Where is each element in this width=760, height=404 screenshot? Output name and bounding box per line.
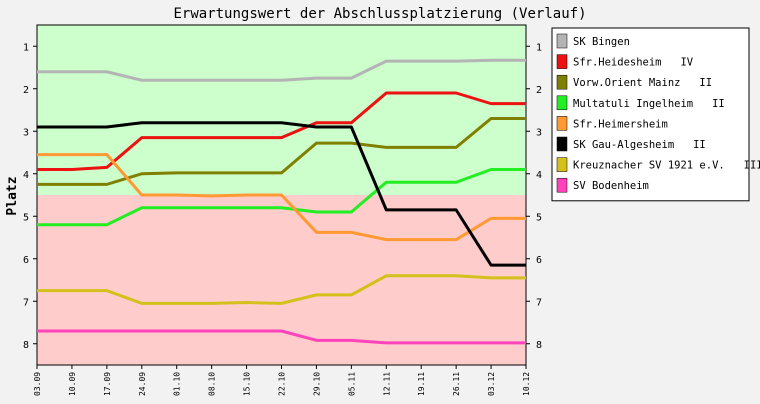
series-line-1: [37, 91, 526, 171]
x-tick-label: 03.12: [487, 372, 496, 396]
legend: SK Bingen Sfr.Heidesheim IV Vorw.Orient Ma…: [551, 27, 760, 202]
legend-label: Vorw.Orient Mainz II: [573, 77, 712, 89]
x-tick-label: 08.10: [208, 372, 217, 396]
band-1: [37, 195, 526, 365]
series-line-0: [37, 58, 526, 82]
y-tick-label-left: 6: [23, 255, 29, 266]
legend-label: Sfr.Heidesheim IV: [573, 57, 694, 69]
x-tick-label: 01.10: [173, 372, 182, 396]
y-axis-right: 1 2 3 4 5 6 7 8: [526, 42, 542, 351]
legend-label: Multatuli Ingelheim II: [573, 98, 725, 110]
series-line-3: [37, 168, 526, 227]
x-tick-label: 19.11: [417, 372, 426, 396]
y-tick-label-left: 3: [23, 127, 29, 138]
y-tick-label-left: 4: [23, 170, 29, 181]
chart-title: Erwartungswert der Abschlussplatzierung …: [173, 6, 586, 22]
legend-label: SK Bingen: [573, 36, 630, 48]
legend-label: SK Gau-Algesheim II: [573, 139, 706, 151]
legend-swatch: [556, 33, 568, 49]
legend-label: SV Bodenheim: [573, 180, 649, 192]
x-tick-label: 26.11: [452, 372, 461, 396]
legend-swatch: [556, 136, 568, 152]
y-tick-label-left: 2: [23, 85, 29, 96]
legend-label: Sfr.Heimersheim: [573, 118, 668, 130]
y-tick-label-right: 3: [536, 127, 542, 138]
x-tick-label: 10.12: [522, 372, 531, 396]
x-tick-label: 17.09: [103, 372, 112, 396]
y-tick-label-left: 7: [23, 297, 29, 308]
y-tick-label-left: 8: [23, 340, 29, 351]
y-tick-label-right: 6: [536, 255, 542, 266]
legend-label: Kreuznacher SV 1921 e.V. III: [573, 160, 760, 172]
x-tick-label: 03.09: [33, 372, 42, 396]
y-tick-label-right: 1: [536, 42, 542, 53]
x-axis: 03.09 10.09 17.09 24.09 01.10 08.10 15.10 22.10…: [33, 365, 531, 396]
y-axis-left: 1 2 3 4 5 6 7 8: [23, 42, 37, 351]
y-axis-label: Platz: [5, 176, 20, 215]
legend-swatch: [556, 157, 568, 172]
legend-box: [551, 27, 750, 202]
legend-swatch: [556, 74, 568, 90]
series-line-7: [37, 329, 526, 345]
x-tick-label: 05.11: [347, 372, 356, 396]
x-tick-label: 10.09: [68, 372, 77, 396]
x-tick-label: 24.09: [138, 372, 147, 396]
series-lines: [37, 58, 526, 345]
series-line-4: [37, 153, 526, 242]
legend-swatch: [556, 95, 568, 111]
y-tick-label-left: 1: [23, 42, 29, 53]
y-tick-label-right: 7: [536, 297, 542, 308]
series-line-6: [37, 274, 526, 305]
x-tick-label: 22.10: [278, 372, 287, 396]
y-tick-label-right: 4: [536, 170, 542, 181]
series-line-5: [37, 121, 526, 267]
series-line-2: [37, 117, 526, 186]
x-tick-label: 15.10: [243, 372, 252, 396]
legend-swatch: [556, 177, 568, 193]
y-tick-label-right: 8: [536, 340, 542, 351]
x-tick-label: 29.10: [312, 372, 321, 396]
y-tick-label-right: 5: [536, 212, 542, 223]
y-tick-label-left: 5: [23, 212, 29, 223]
band-0: [37, 25, 526, 195]
y-tick-label-right: 2: [536, 85, 542, 96]
x-tick-label: 12.11: [382, 372, 391, 396]
legend-swatch: [556, 54, 568, 69]
legend-swatch: [556, 116, 568, 131]
